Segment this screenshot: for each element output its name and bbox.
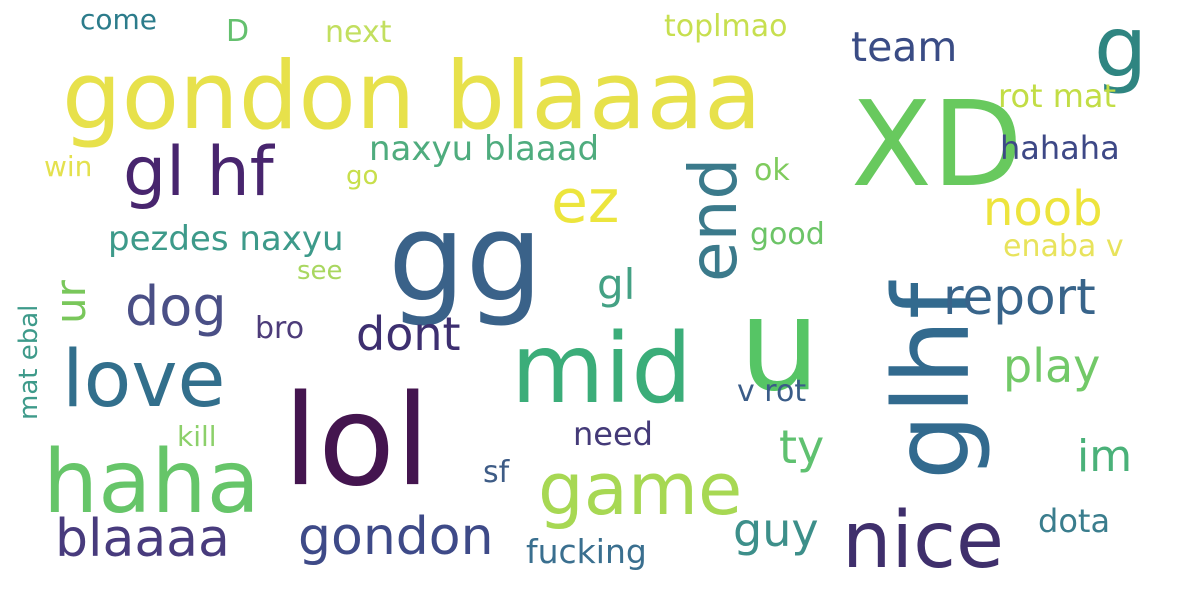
word-mat-ebal: mat ebal [14,304,44,420]
word-guy: guy [733,503,819,557]
word-report: report [943,268,1096,326]
word-dont: dont [356,307,461,361]
word-gondon: gondon [298,507,494,567]
word-toplmao: toplmao [664,9,788,44]
word-blaaaa: blaaaa [55,509,230,569]
word-ok: ok [754,153,790,188]
word-go: go [346,161,379,191]
word-see: see [297,256,343,286]
word-v-rot: v rot [737,374,807,409]
word-lol: lol [283,367,431,514]
word-ur: ur [46,280,95,324]
word-need: need [573,415,653,453]
word-kill: kill [177,420,217,453]
word-come: come [80,3,158,36]
word-end: end [675,157,752,282]
word-d: D [226,14,250,49]
word-good: good [750,217,825,252]
word-xd: XD [851,75,1023,213]
word-fucking: fucking [526,532,647,571]
word-noob: noob [983,181,1103,237]
word-gl: gl [597,260,636,309]
word-gl-hf: gl hf [123,133,274,212]
word-dota: dota [1038,502,1111,540]
word-win: win [44,150,93,183]
word-nice: nice [842,496,1004,586]
word-gondon-blaaaa: gondon blaaaa [62,42,762,151]
word-game: game [538,447,743,531]
word-im: im [1077,431,1133,482]
word-ty: ty [779,420,825,474]
word-team: team [851,23,958,71]
word-pezdes-naxyu: pezdes naxyu [108,219,344,259]
word-sf: sf [483,455,510,490]
word-dog: dog [125,275,227,338]
word-rot-mat: rot mat [998,77,1117,115]
word-hahaha: hahaha [1000,129,1120,167]
word-gg: gg [388,187,543,329]
word-g: g [1094,0,1148,96]
word-enaba-v: enaba v [1003,229,1124,264]
word-next: next [325,15,392,50]
word-u: u [739,271,821,420]
word-ez: ez [551,167,620,237]
word-bro: bro [255,311,305,346]
word-love: love [62,335,226,425]
word-mid: mid [511,313,693,425]
word-play: play [1003,339,1101,393]
word-naxyu-blaaad: naxyu blaaad [369,129,600,169]
word-haha: haha [43,431,260,533]
